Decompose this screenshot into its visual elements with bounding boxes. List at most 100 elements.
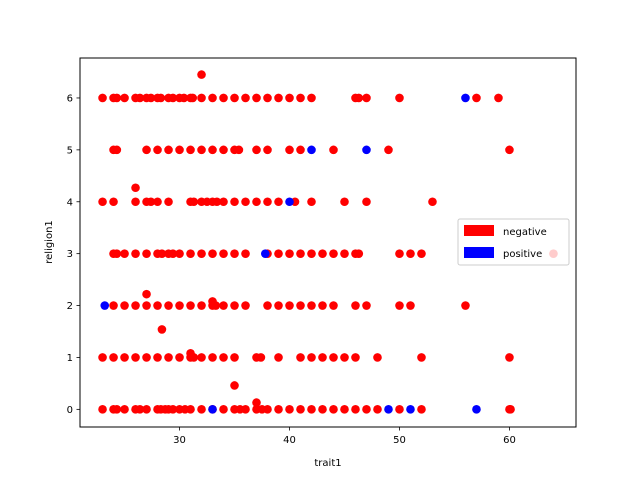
point-negative-193	[307, 405, 316, 414]
point-negative-99	[318, 249, 327, 258]
point-negative-203	[506, 405, 515, 414]
point-negative-30	[395, 93, 404, 103]
y-tick-label-1: 1	[67, 353, 73, 364]
point-negative-48	[285, 145, 294, 155]
point-negative-161	[417, 353, 426, 362]
point-negative-0	[98, 93, 107, 103]
point-negative-79	[112, 249, 122, 258]
point-negative-109	[109, 301, 118, 310]
point-negative-98	[307, 249, 316, 258]
point-positive-4	[261, 249, 270, 258]
point-negative-113	[153, 301, 162, 310]
point-negative-60	[164, 197, 173, 207]
point-negative-160	[373, 353, 382, 362]
point-negative-168	[112, 405, 122, 414]
point-negative-16	[197, 93, 206, 103]
point-negative-116	[186, 301, 195, 310]
y-tick-label-6: 6	[67, 93, 73, 104]
legend-label-negative: negative	[503, 227, 547, 238]
point-negative-186	[241, 405, 250, 414]
point-negative-82	[142, 249, 151, 258]
x-tick-label-50: 50	[393, 435, 406, 446]
point-negative-131	[362, 301, 371, 310]
point-negative-21	[252, 93, 261, 103]
point-negative-36	[142, 145, 151, 155]
point-negative-114	[164, 301, 173, 310]
point-negative-115	[175, 301, 184, 310]
point-negative-162	[505, 353, 514, 362]
point-negative-201	[417, 405, 426, 414]
point-negative-76	[362, 197, 371, 207]
point-negative-2	[112, 93, 122, 103]
point-negative-112	[142, 301, 151, 310]
point-negative-19	[230, 93, 239, 103]
point-negative-58	[146, 197, 156, 207]
point-negative-164	[230, 381, 239, 390]
point-positive-0	[461, 93, 470, 103]
point-negative-52	[505, 145, 514, 155]
point-negative-95	[274, 249, 283, 258]
point-negative-90	[208, 249, 217, 258]
point-negative-47	[263, 145, 272, 155]
point-negative-120	[219, 301, 228, 310]
point-negative-15	[188, 93, 198, 103]
point-negative-105	[406, 249, 415, 258]
legend-label-positive: positive	[503, 249, 542, 260]
point-negative-11	[168, 93, 178, 103]
point-negative-28	[354, 93, 364, 103]
point-positive-9	[472, 405, 481, 414]
point-negative-133	[406, 301, 415, 310]
point-negative-141	[142, 353, 151, 362]
point-negative-165	[252, 398, 261, 407]
legend-swatch-negative	[464, 225, 494, 236]
point-negative-23	[274, 93, 283, 103]
point-negative-169	[120, 405, 129, 414]
point-positive-2	[362, 145, 371, 155]
x-tick-label-40: 40	[283, 435, 296, 446]
point-negative-144	[175, 353, 184, 362]
point-negative-196	[340, 405, 349, 414]
point-negative-18	[219, 93, 228, 103]
point-negative-97	[296, 249, 305, 258]
point-negative-132	[395, 301, 404, 310]
point-negative-41	[197, 145, 206, 155]
point-negative-59	[153, 197, 162, 207]
point-negative-32	[494, 93, 503, 103]
point-negative-129	[329, 301, 338, 310]
point-positive-5	[100, 301, 110, 310]
point-negative-100	[329, 249, 338, 258]
point-negative-117	[197, 301, 206, 310]
point-negative-177	[168, 405, 178, 414]
point-negative-121	[230, 301, 239, 310]
point-negative-87	[175, 249, 184, 258]
point-negative-137	[98, 353, 107, 362]
point-negative-152	[256, 353, 266, 362]
point-negative-22	[263, 93, 272, 103]
point-negative-156	[318, 353, 327, 362]
point-negative-20	[241, 93, 250, 103]
point-negative-150	[230, 353, 239, 362]
point-positive-7	[384, 405, 393, 414]
points-layer	[98, 70, 558, 414]
point-negative-46	[252, 145, 261, 155]
point-negative-194	[318, 405, 327, 414]
point-negative-183	[219, 405, 228, 414]
legend: negative positive	[457, 218, 570, 266]
point-negative-139	[120, 353, 129, 362]
point-negative-53	[131, 183, 140, 193]
point-negative-149	[219, 353, 228, 362]
point-negative-198	[362, 405, 371, 414]
x-tick-label-30: 30	[173, 435, 186, 446]
legend-swatch-positive	[464, 247, 494, 258]
point-negative-124	[274, 301, 283, 310]
point-negative-38	[164, 145, 173, 155]
point-negative-93	[241, 249, 250, 258]
point-negative-68	[230, 197, 239, 207]
point-negative-31	[472, 93, 481, 103]
point-negative-25	[296, 93, 305, 103]
point-negative-126	[296, 301, 305, 310]
point-negative-130	[351, 301, 360, 310]
point-negative-5	[135, 93, 145, 103]
point-negative-42	[208, 145, 217, 155]
